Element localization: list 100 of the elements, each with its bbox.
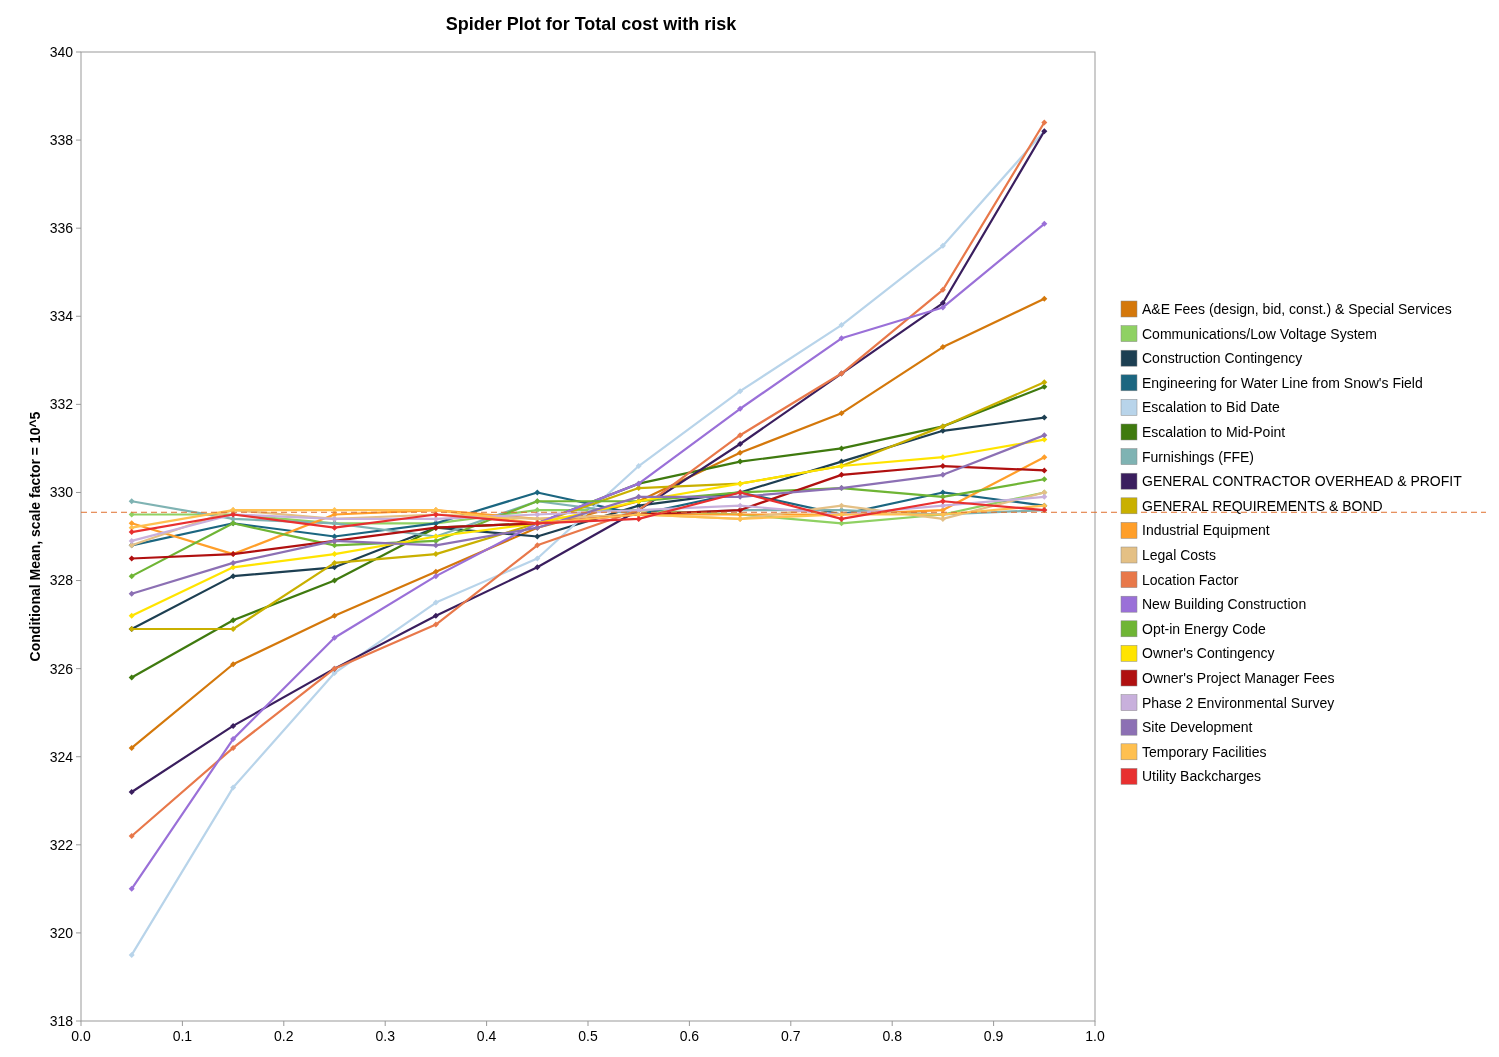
legend-label: Industrial Equipment [1142, 522, 1270, 539]
point [128, 612, 135, 619]
point [838, 410, 845, 417]
y-tick-label: 324 [49, 748, 74, 765]
point [128, 674, 135, 681]
legend-label: Escalation to Mid-Point [1142, 424, 1286, 440]
point [331, 634, 338, 641]
legend-label: Engineering for Water Line from Snow's Field [1142, 374, 1423, 391]
point [939, 300, 946, 307]
point [1041, 379, 1048, 386]
point [331, 507, 338, 514]
point [737, 405, 744, 412]
point [1041, 414, 1048, 421]
legend-label: Utility Backcharges [1142, 768, 1262, 785]
y-tick-label: 318 [49, 1012, 74, 1029]
point [128, 498, 135, 505]
legend-label: Location Factor [1142, 571, 1239, 588]
point [1041, 467, 1048, 474]
legend-label: New Building Construction [1142, 596, 1307, 613]
point [331, 559, 338, 566]
point [838, 322, 845, 329]
point [939, 286, 946, 293]
point [939, 471, 946, 478]
legend-label: A&E Fees (design, bid, const.) & Special Services [1142, 301, 1452, 317]
x-tick-label: 0.2 [274, 1028, 294, 1044]
point [432, 573, 439, 580]
point [838, 502, 845, 509]
point [838, 335, 845, 342]
y-tick-label: 326 [49, 660, 74, 677]
point [737, 449, 744, 456]
point [230, 722, 237, 729]
legend-label: Owner's Project Manager Fees [1142, 670, 1335, 686]
point [230, 559, 237, 566]
y-tick-label: 332 [49, 396, 74, 413]
point [939, 463, 946, 470]
point [128, 744, 135, 751]
legend-label: Owner's Contingency [1142, 645, 1275, 662]
y-tick-label: 340 [49, 43, 74, 60]
legend-label: Legal Costs [1142, 547, 1216, 563]
point [635, 485, 642, 492]
point [128, 529, 135, 536]
y-tick-label: 336 [49, 220, 74, 237]
legend-label: Communications/Low Voltage System [1142, 325, 1377, 342]
x-tick-label: 0.6 [679, 1028, 700, 1044]
point [128, 590, 135, 597]
point [939, 498, 946, 505]
point [838, 471, 845, 478]
x-tick-label: 0.5 [578, 1028, 598, 1044]
point [432, 551, 439, 558]
point [534, 542, 541, 549]
point [838, 515, 845, 522]
point [128, 833, 135, 840]
point [128, 537, 135, 544]
legend-label: Escalation to Bid Date [1142, 399, 1280, 416]
x-tick-label: 0.1 [172, 1028, 193, 1044]
point [230, 617, 237, 624]
y-tick-label: 328 [49, 572, 74, 589]
legend-label: Construction Contingency [1142, 350, 1303, 367]
point [1041, 436, 1048, 443]
point [128, 520, 135, 527]
legend-label: Furnishings (FFE) [1142, 448, 1255, 465]
point [939, 242, 946, 249]
point [737, 458, 744, 465]
point [737, 432, 744, 439]
point [1041, 383, 1048, 390]
point [635, 463, 642, 470]
point [1041, 295, 1048, 302]
point [737, 388, 744, 395]
point [939, 304, 946, 311]
x-tick-label: 0.4 [476, 1028, 497, 1044]
x-tick-label: 0.8 [882, 1028, 903, 1044]
y-tick-label: 334 [49, 308, 74, 325]
point [939, 344, 946, 351]
point [534, 564, 541, 571]
legend-label: GENERAL REQUIREMENTS & BOND [1142, 497, 1383, 514]
point [1041, 493, 1048, 500]
chart-title: Spider Plot for Total cost with risk [445, 14, 738, 34]
point [1041, 220, 1048, 227]
legend-label: GENERAL CONTRACTOR OVERHEAD & PROFIT [1142, 473, 1463, 490]
point [230, 626, 237, 632]
point [331, 612, 338, 619]
point [939, 454, 946, 461]
x-tick-label: 0.7 [781, 1028, 801, 1044]
point [331, 524, 338, 531]
point [331, 577, 338, 584]
point [737, 441, 744, 447]
point [230, 736, 237, 743]
point [432, 621, 439, 628]
point [128, 788, 135, 795]
point [432, 612, 439, 619]
point [230, 784, 237, 791]
point [838, 445, 845, 452]
point [230, 744, 237, 751]
y-axis-title: Conditional Mean, scale factor = 10^5 [27, 411, 43, 662]
x-tick-label: 0.0 [71, 1028, 91, 1044]
legend-label: Site Development [1142, 719, 1253, 736]
point [1041, 454, 1048, 461]
point [1041, 432, 1048, 439]
legend-label: Phase 2 Environmental Survey [1142, 694, 1335, 711]
y-tick-label: 322 [49, 836, 74, 853]
